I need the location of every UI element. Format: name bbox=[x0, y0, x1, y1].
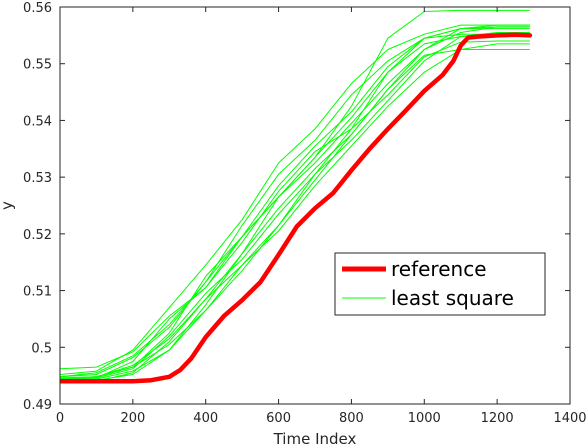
y-tick-label: 0.49 bbox=[23, 398, 52, 413]
legend-box bbox=[334, 252, 546, 316]
y-axis-title: y bbox=[0, 201, 16, 210]
x-tick-label: 800 bbox=[339, 411, 364, 426]
ticks-layer: 0 200 400 600 800 1000 1200 1400 0.49 0.5 0.51 0.52… bbox=[23, 1, 586, 426]
legend-label-least-square: least square bbox=[391, 286, 514, 310]
x-tick-label: 200 bbox=[120, 411, 145, 426]
y-tick-label: 0.5 bbox=[31, 341, 52, 356]
series-least-square-line-4 bbox=[60, 28, 530, 382]
series-least-square-line-11 bbox=[60, 33, 530, 378]
y-tick-label: 0.56 bbox=[23, 1, 52, 16]
y-tick-label: 0.52 bbox=[23, 228, 52, 243]
x-tick-label: 0 bbox=[56, 411, 64, 426]
legend-label-reference: reference bbox=[391, 257, 487, 281]
x-tick-label: 1400 bbox=[553, 411, 586, 426]
x-axis-title: Time Index bbox=[273, 430, 357, 448]
series-least-square-line-2 bbox=[60, 40, 530, 381]
axes-layer bbox=[59, 6, 571, 405]
y-tick-label: 0.51 bbox=[23, 285, 52, 300]
series-least-square-line-9 bbox=[60, 49, 530, 379]
x-tick-label: 600 bbox=[266, 411, 291, 426]
plot-frame bbox=[59, 6, 571, 405]
x-tick-label: 400 bbox=[193, 411, 218, 426]
series-reference-line bbox=[60, 32, 533, 384]
y-tick-label: 0.55 bbox=[23, 58, 52, 73]
legend: reference least square bbox=[334, 252, 546, 316]
y-tick-label: 0.53 bbox=[23, 171, 52, 186]
y-tick-label: 0.54 bbox=[23, 114, 52, 129]
x-tick-label: 1200 bbox=[481, 411, 514, 426]
series-least-square-line-12 bbox=[60, 26, 530, 379]
series-least-square-line-10 bbox=[60, 34, 530, 381]
series-least-square-line-8 bbox=[60, 24, 530, 375]
x-tick-label: 1000 bbox=[408, 411, 441, 426]
lines-layer bbox=[60, 9, 533, 384]
